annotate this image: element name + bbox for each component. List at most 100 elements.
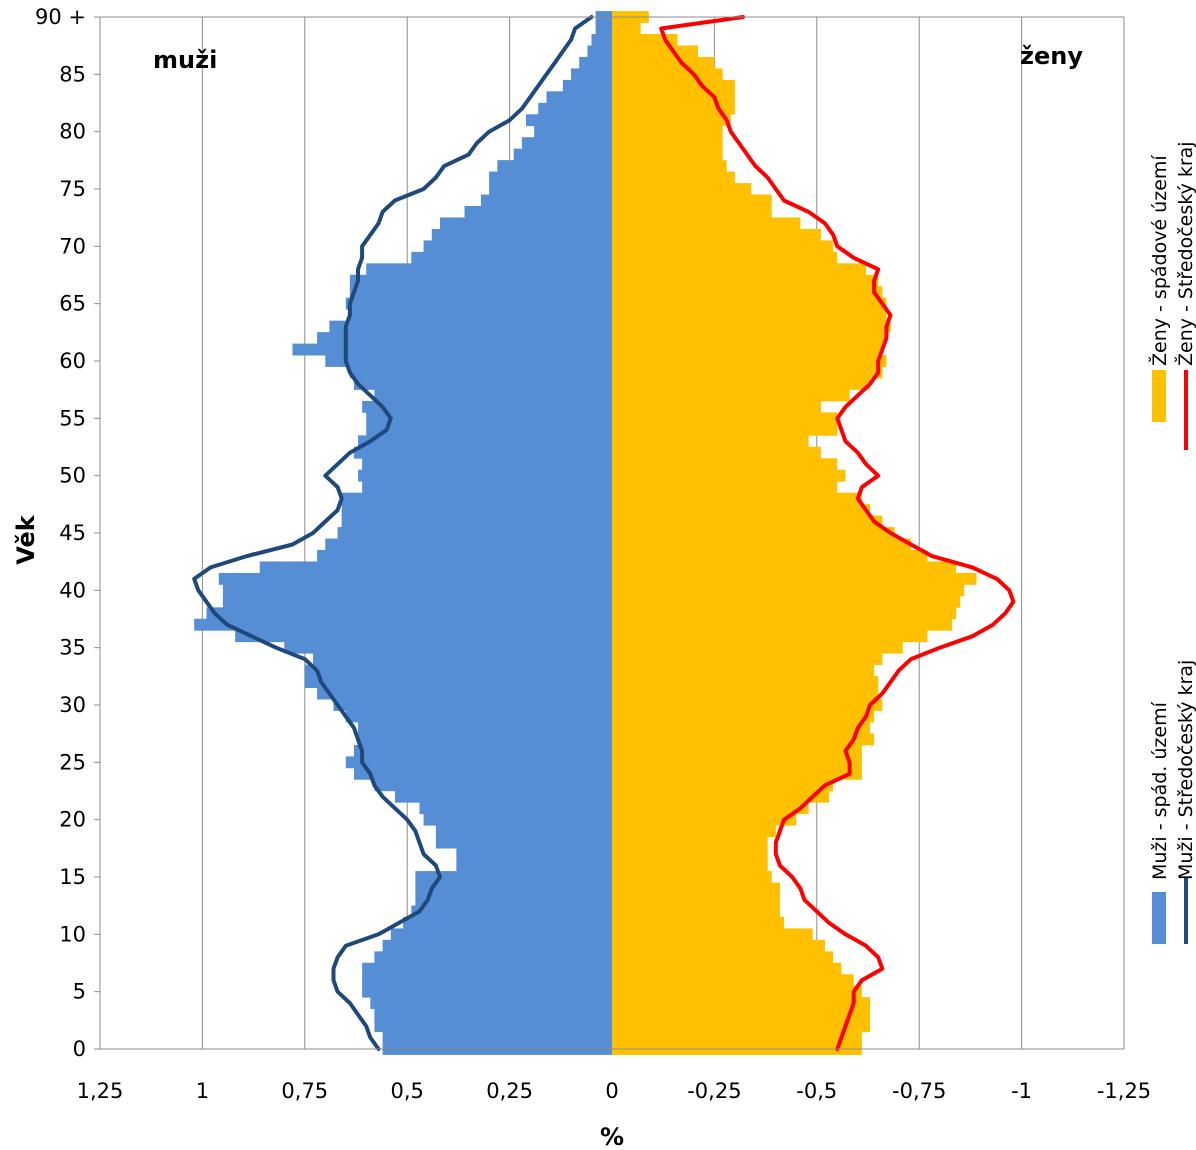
bar — [612, 928, 813, 941]
bar — [612, 435, 809, 448]
y-tick-labels: 0 5 10 15 20 25 30 35 40 45 50 55 60 65 70 75 80 85 90 + — [35, 5, 100, 1061]
bar — [612, 871, 772, 883]
bar — [612, 160, 727, 172]
bar — [612, 56, 715, 69]
bar — [312, 653, 612, 666]
bar — [612, 22, 641, 35]
bar — [612, 779, 834, 792]
bar — [612, 894, 780, 906]
bar — [362, 985, 612, 998]
bar — [403, 916, 612, 929]
bar — [423, 240, 612, 253]
bar — [612, 584, 965, 597]
bar — [612, 492, 862, 505]
bar — [612, 45, 699, 58]
bar — [612, 916, 785, 929]
series-line — [659, 15, 1016, 1051]
bar — [612, 630, 928, 643]
bar — [194, 618, 612, 631]
bar — [612, 710, 875, 723]
y-tick-label: 65 — [59, 292, 86, 316]
bar — [612, 905, 780, 918]
legend-label-women-bar: Ženy - spádové území — [1148, 155, 1171, 366]
bar — [366, 263, 612, 276]
bar — [612, 263, 866, 276]
bar — [304, 676, 612, 688]
x-tick-labels: 1,25 1 0,75 0,5 0,25 0 -0,25 -0,5 -0,75 -1 -1,25 — [77, 1079, 1152, 1103]
bar — [612, 343, 883, 356]
x-tick-label: 0 — [605, 1079, 618, 1103]
bar — [612, 251, 838, 264]
bar — [292, 343, 612, 356]
bar — [612, 756, 862, 769]
bar — [612, 687, 879, 700]
legend-swatch-men-bar — [1152, 892, 1166, 944]
x-tick-label: 1,25 — [77, 1079, 124, 1103]
bar — [612, 653, 883, 666]
x-tick-label: -0,25 — [687, 1079, 741, 1103]
bar — [394, 790, 612, 803]
bar — [612, 274, 879, 287]
bar — [612, 951, 834, 964]
bar — [349, 274, 612, 287]
bar — [525, 114, 612, 127]
bar — [259, 561, 612, 574]
bar — [612, 722, 871, 734]
bar — [612, 458, 838, 471]
y-tick-label: 90 + — [35, 5, 86, 29]
bar — [370, 997, 612, 1010]
bar — [612, 664, 875, 677]
bar — [612, 91, 735, 104]
bar — [612, 171, 735, 184]
bar — [612, 320, 891, 333]
bar — [353, 378, 612, 390]
bar — [612, 997, 871, 1010]
bar — [612, 550, 928, 562]
bar — [612, 859, 768, 872]
bar — [464, 206, 612, 218]
bar — [571, 68, 612, 81]
bar — [612, 974, 854, 987]
bar — [374, 1008, 612, 1021]
bar — [337, 527, 612, 539]
bar — [411, 905, 612, 918]
y-tick-label: 10 — [59, 922, 86, 946]
bar — [304, 664, 612, 677]
bar — [415, 871, 612, 883]
bar — [612, 240, 834, 253]
bar — [439, 217, 612, 230]
bar — [612, 194, 772, 207]
bar — [325, 355, 612, 367]
bar — [362, 974, 612, 987]
bar — [612, 423, 838, 436]
bar — [345, 297, 612, 310]
bar — [341, 515, 612, 528]
bar — [612, 114, 731, 127]
y-tick-label: 5 — [73, 980, 86, 1004]
bar — [325, 538, 612, 551]
bar — [591, 34, 612, 46]
bar — [612, 79, 735, 92]
bar — [587, 45, 612, 58]
y-tick-label: 15 — [59, 865, 86, 889]
bar — [612, 228, 821, 241]
bar — [612, 1020, 871, 1032]
bar — [345, 756, 612, 769]
bar — [382, 1031, 612, 1044]
bar — [353, 744, 612, 757]
legend: Muži - spád. území Muži - Středočeský kr… — [1148, 141, 1196, 944]
bar — [353, 446, 612, 459]
bar — [612, 297, 887, 310]
bar — [333, 699, 612, 711]
bar — [612, 446, 821, 459]
bar — [612, 767, 862, 780]
y-tick-label: 45 — [59, 521, 86, 545]
bar — [612, 733, 875, 746]
bar — [349, 309, 612, 322]
bar — [612, 744, 862, 757]
bars-men — [194, 11, 612, 1055]
bar — [435, 825, 612, 838]
bar — [612, 836, 768, 849]
bar — [341, 504, 612, 516]
bar — [612, 378, 871, 390]
